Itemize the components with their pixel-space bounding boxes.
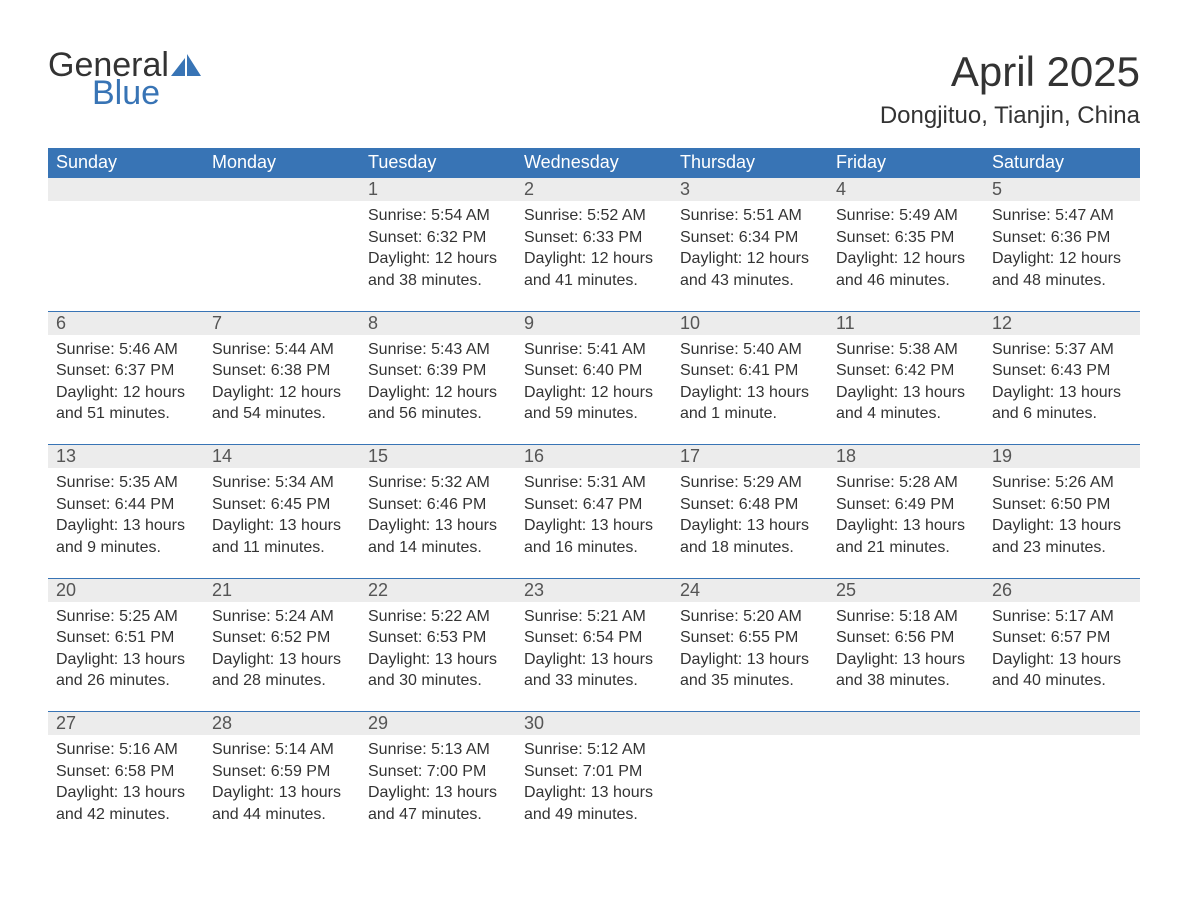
day-cell: Sunrise: 5:21 AM Sunset: 6:54 PM Dayligh… xyxy=(516,602,672,712)
day-number: 12 xyxy=(984,311,1140,335)
logo-word-blue: Blue xyxy=(92,76,201,110)
content-row: Sunrise: 5:35 AM Sunset: 6:44 PM Dayligh… xyxy=(48,468,1140,578)
day-cell: Sunrise: 5:16 AM Sunset: 6:58 PM Dayligh… xyxy=(48,735,204,845)
day-cell: Sunrise: 5:22 AM Sunset: 6:53 PM Dayligh… xyxy=(360,602,516,712)
weekday-header: Sunday xyxy=(48,148,204,178)
day-cell: Sunrise: 5:44 AM Sunset: 6:38 PM Dayligh… xyxy=(204,335,360,445)
location: Dongjituo, Tianjin, China xyxy=(880,102,1140,130)
day-cell: Sunrise: 5:38 AM Sunset: 6:42 PM Dayligh… xyxy=(828,335,984,445)
weekday-header: Tuesday xyxy=(360,148,516,178)
day-number: 18 xyxy=(828,445,984,469)
title-block: April 2025 Dongjituo, Tianjin, China xyxy=(880,48,1140,130)
day-number: 19 xyxy=(984,445,1140,469)
content-row: Sunrise: 5:46 AM Sunset: 6:37 PM Dayligh… xyxy=(48,335,1140,445)
day-cell: Sunrise: 5:46 AM Sunset: 6:37 PM Dayligh… xyxy=(48,335,204,445)
day-number: 8 xyxy=(360,311,516,335)
day-cell: Sunrise: 5:24 AM Sunset: 6:52 PM Dayligh… xyxy=(204,602,360,712)
day-cell: Sunrise: 5:43 AM Sunset: 6:39 PM Dayligh… xyxy=(360,335,516,445)
day-cell: Sunrise: 5:40 AM Sunset: 6:41 PM Dayligh… xyxy=(672,335,828,445)
day-cell: Sunrise: 5:52 AM Sunset: 6:33 PM Dayligh… xyxy=(516,201,672,311)
day-number: 6 xyxy=(48,311,204,335)
content-row: Sunrise: 5:16 AM Sunset: 6:58 PM Dayligh… xyxy=(48,735,1140,845)
day-cell xyxy=(48,201,204,311)
day-cell: Sunrise: 5:12 AM Sunset: 7:01 PM Dayligh… xyxy=(516,735,672,845)
day-number: 27 xyxy=(48,712,204,736)
weekday-header: Monday xyxy=(204,148,360,178)
day-cell: Sunrise: 5:25 AM Sunset: 6:51 PM Dayligh… xyxy=(48,602,204,712)
calendar-table: Sunday Monday Tuesday Wednesday Thursday… xyxy=(48,148,1140,845)
day-number xyxy=(672,712,828,736)
day-number xyxy=(984,712,1140,736)
day-number: 24 xyxy=(672,578,828,602)
day-number: 7 xyxy=(204,311,360,335)
day-number: 14 xyxy=(204,445,360,469)
weekday-header: Wednesday xyxy=(516,148,672,178)
day-cell xyxy=(204,201,360,311)
day-number: 17 xyxy=(672,445,828,469)
day-number: 15 xyxy=(360,445,516,469)
day-cell: Sunrise: 5:20 AM Sunset: 6:55 PM Dayligh… xyxy=(672,602,828,712)
day-number: 3 xyxy=(672,178,828,202)
day-number: 13 xyxy=(48,445,204,469)
day-cell: Sunrise: 5:54 AM Sunset: 6:32 PM Dayligh… xyxy=(360,201,516,311)
daynum-row: 13141516171819 xyxy=(48,445,1140,469)
day-number xyxy=(48,178,204,202)
day-number xyxy=(204,178,360,202)
day-number: 1 xyxy=(360,178,516,202)
day-number: 21 xyxy=(204,578,360,602)
day-cell xyxy=(828,735,984,845)
day-number: 9 xyxy=(516,311,672,335)
day-number: 26 xyxy=(984,578,1140,602)
day-cell: Sunrise: 5:41 AM Sunset: 6:40 PM Dayligh… xyxy=(516,335,672,445)
day-cell xyxy=(984,735,1140,845)
header: General Blue April 2025 Dongjituo, Tianj… xyxy=(48,48,1140,130)
day-cell: Sunrise: 5:18 AM Sunset: 6:56 PM Dayligh… xyxy=(828,602,984,712)
day-number: 29 xyxy=(360,712,516,736)
day-number: 28 xyxy=(204,712,360,736)
daynum-row: 20212223242526 xyxy=(48,578,1140,602)
daynum-row: 12345 xyxy=(48,178,1140,202)
day-number: 23 xyxy=(516,578,672,602)
day-cell xyxy=(672,735,828,845)
logo-sail-icon xyxy=(171,54,201,76)
month-title: April 2025 xyxy=(880,48,1140,96)
day-number: 11 xyxy=(828,311,984,335)
day-number: 22 xyxy=(360,578,516,602)
daynum-row: 6789101112 xyxy=(48,311,1140,335)
content-row: Sunrise: 5:54 AM Sunset: 6:32 PM Dayligh… xyxy=(48,201,1140,311)
day-cell: Sunrise: 5:14 AM Sunset: 6:59 PM Dayligh… xyxy=(204,735,360,845)
day-number: 25 xyxy=(828,578,984,602)
day-cell: Sunrise: 5:51 AM Sunset: 6:34 PM Dayligh… xyxy=(672,201,828,311)
day-cell: Sunrise: 5:17 AM Sunset: 6:57 PM Dayligh… xyxy=(984,602,1140,712)
day-number: 16 xyxy=(516,445,672,469)
day-number: 4 xyxy=(828,178,984,202)
day-cell: Sunrise: 5:35 AM Sunset: 6:44 PM Dayligh… xyxy=(48,468,204,578)
day-number: 5 xyxy=(984,178,1140,202)
weekday-header: Thursday xyxy=(672,148,828,178)
day-cell: Sunrise: 5:34 AM Sunset: 6:45 PM Dayligh… xyxy=(204,468,360,578)
day-cell: Sunrise: 5:47 AM Sunset: 6:36 PM Dayligh… xyxy=(984,201,1140,311)
day-cell: Sunrise: 5:13 AM Sunset: 7:00 PM Dayligh… xyxy=(360,735,516,845)
day-cell: Sunrise: 5:32 AM Sunset: 6:46 PM Dayligh… xyxy=(360,468,516,578)
day-cell: Sunrise: 5:37 AM Sunset: 6:43 PM Dayligh… xyxy=(984,335,1140,445)
day-number: 20 xyxy=(48,578,204,602)
day-cell: Sunrise: 5:49 AM Sunset: 6:35 PM Dayligh… xyxy=(828,201,984,311)
day-cell: Sunrise: 5:31 AM Sunset: 6:47 PM Dayligh… xyxy=(516,468,672,578)
daynum-row: 27282930 xyxy=(48,712,1140,736)
weekday-header: Saturday xyxy=(984,148,1140,178)
day-cell: Sunrise: 5:26 AM Sunset: 6:50 PM Dayligh… xyxy=(984,468,1140,578)
day-cell: Sunrise: 5:28 AM Sunset: 6:49 PM Dayligh… xyxy=(828,468,984,578)
day-number: 2 xyxy=(516,178,672,202)
logo: General Blue xyxy=(48,48,201,110)
content-row: Sunrise: 5:25 AM Sunset: 6:51 PM Dayligh… xyxy=(48,602,1140,712)
weekday-header-row: Sunday Monday Tuesday Wednesday Thursday… xyxy=(48,148,1140,178)
day-number: 10 xyxy=(672,311,828,335)
weekday-header: Friday xyxy=(828,148,984,178)
day-number xyxy=(828,712,984,736)
day-number: 30 xyxy=(516,712,672,736)
day-cell: Sunrise: 5:29 AM Sunset: 6:48 PM Dayligh… xyxy=(672,468,828,578)
